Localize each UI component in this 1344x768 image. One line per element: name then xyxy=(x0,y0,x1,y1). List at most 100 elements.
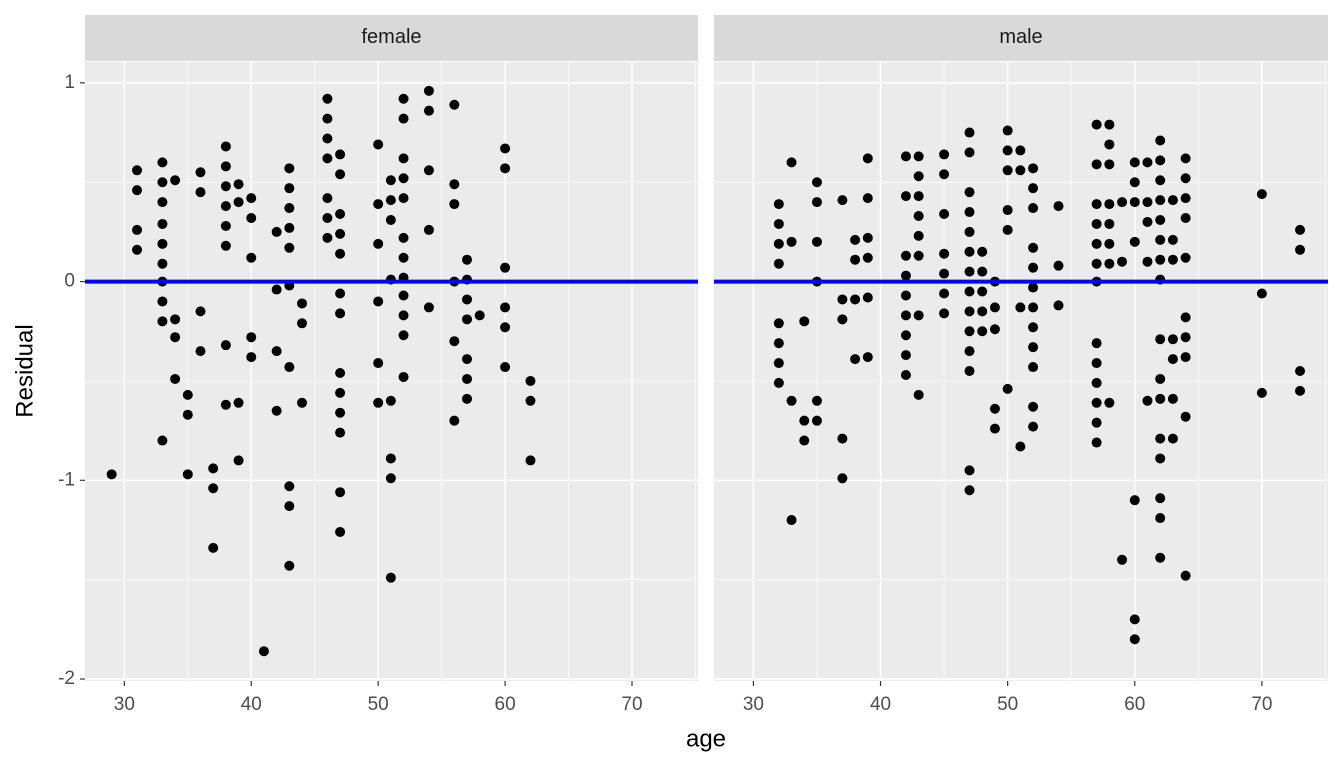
point xyxy=(837,433,848,444)
point xyxy=(322,133,333,144)
panel-background xyxy=(85,62,698,681)
point xyxy=(1117,554,1128,565)
point xyxy=(449,336,460,347)
point xyxy=(423,165,434,176)
point xyxy=(964,346,975,357)
point xyxy=(195,306,206,317)
y-tick-label: 0 xyxy=(64,271,75,292)
point xyxy=(182,469,193,480)
point xyxy=(1091,238,1102,249)
point xyxy=(1104,218,1115,229)
point xyxy=(837,473,848,484)
point xyxy=(773,318,784,329)
point xyxy=(1155,552,1166,563)
point xyxy=(773,358,784,369)
point xyxy=(862,232,873,243)
point xyxy=(500,322,511,333)
point xyxy=(462,254,473,265)
point xyxy=(1053,300,1064,311)
point xyxy=(398,290,409,301)
point xyxy=(850,354,861,365)
point xyxy=(964,266,975,277)
point xyxy=(1091,119,1102,130)
point xyxy=(1028,163,1039,174)
point xyxy=(170,314,181,325)
point xyxy=(811,395,822,406)
point xyxy=(284,183,295,194)
point xyxy=(850,254,861,265)
point xyxy=(1028,421,1039,432)
point xyxy=(220,220,231,231)
point xyxy=(449,415,460,426)
point xyxy=(500,163,511,174)
point xyxy=(1180,312,1191,323)
point xyxy=(500,262,511,273)
point xyxy=(195,346,206,357)
point xyxy=(1155,155,1166,166)
point xyxy=(284,222,295,233)
point xyxy=(1091,258,1102,269)
point xyxy=(233,179,244,190)
x-tick-label: 40 xyxy=(241,694,262,715)
point xyxy=(1155,334,1166,345)
point xyxy=(1002,165,1013,176)
point xyxy=(398,193,409,204)
point xyxy=(462,373,473,384)
point xyxy=(462,354,473,365)
point xyxy=(335,169,346,180)
point xyxy=(1155,214,1166,225)
point xyxy=(786,236,797,247)
point xyxy=(862,252,873,263)
point xyxy=(964,366,975,377)
point xyxy=(1091,358,1102,369)
point xyxy=(989,324,1000,335)
point xyxy=(182,389,193,400)
point xyxy=(208,483,219,494)
point xyxy=(850,234,861,245)
point xyxy=(900,191,911,202)
point xyxy=(1028,302,1039,313)
point xyxy=(862,193,873,204)
point xyxy=(1180,193,1191,204)
point xyxy=(1091,338,1102,349)
point xyxy=(964,465,975,476)
x-tick-label: 60 xyxy=(1124,694,1145,715)
point xyxy=(322,212,333,223)
point xyxy=(1091,199,1102,210)
point xyxy=(773,377,784,388)
point xyxy=(398,310,409,321)
x-axis-title: age xyxy=(686,725,726,752)
point xyxy=(220,340,231,351)
point xyxy=(989,302,1000,313)
point xyxy=(1155,433,1166,444)
point xyxy=(1167,195,1178,206)
point xyxy=(1155,493,1166,504)
point xyxy=(423,224,434,235)
point xyxy=(335,228,346,239)
point xyxy=(284,560,295,571)
point xyxy=(157,316,168,327)
point xyxy=(258,646,269,657)
point xyxy=(977,306,988,317)
point xyxy=(1256,189,1267,200)
point xyxy=(335,149,346,160)
point xyxy=(913,389,924,400)
point xyxy=(1104,139,1115,150)
point xyxy=(939,288,950,299)
point xyxy=(398,232,409,243)
point xyxy=(525,455,536,466)
point xyxy=(246,352,257,363)
point xyxy=(1028,322,1039,333)
point xyxy=(1142,197,1153,208)
point xyxy=(900,369,911,380)
point xyxy=(284,362,295,373)
point xyxy=(271,405,282,416)
point xyxy=(246,212,257,223)
point xyxy=(220,161,231,172)
point xyxy=(1015,165,1026,176)
point xyxy=(220,181,231,192)
point xyxy=(335,367,346,378)
point xyxy=(220,399,231,410)
point xyxy=(398,93,409,104)
point xyxy=(1129,495,1140,506)
